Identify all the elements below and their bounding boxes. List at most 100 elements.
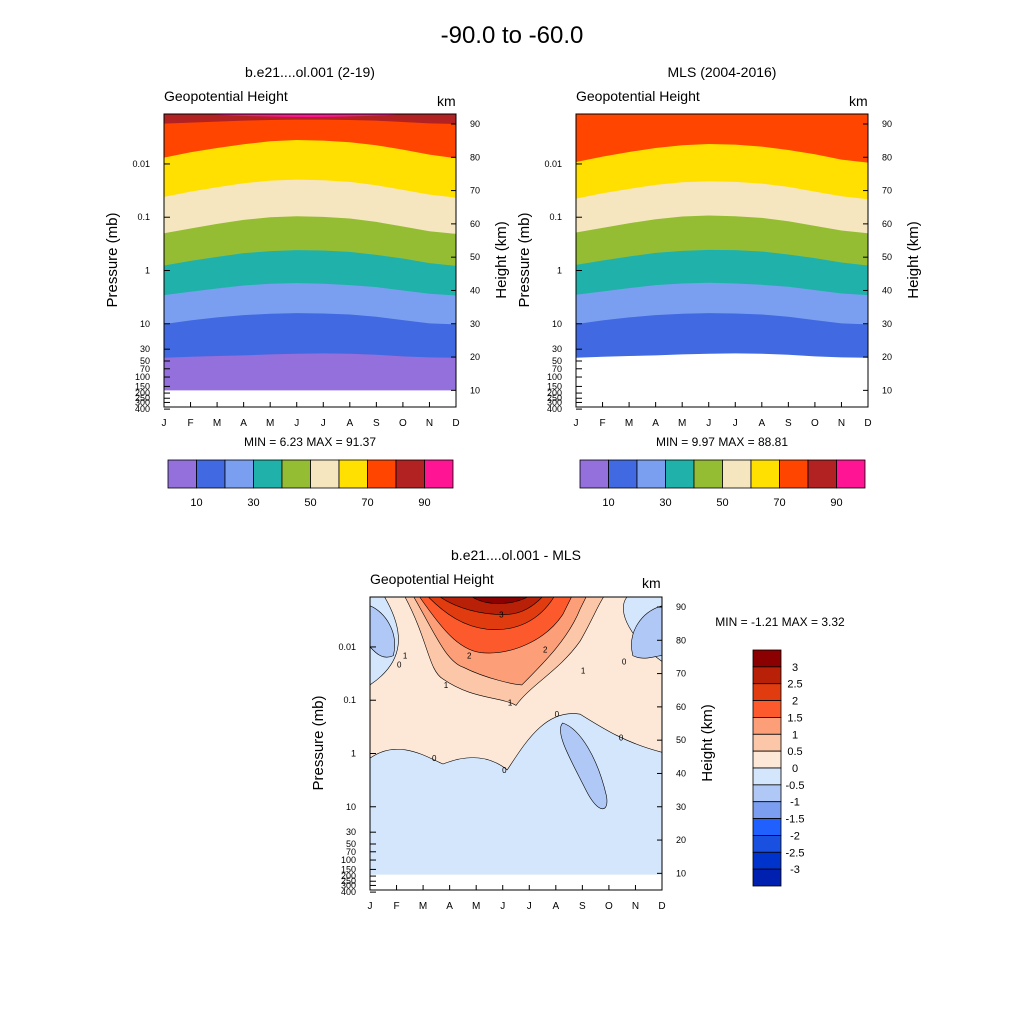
height-tick-label: 30 <box>470 319 480 329</box>
contour-label: 2 <box>467 652 472 661</box>
x-tick-label: M <box>678 418 686 429</box>
panel-subtitle: Geopotential Height <box>370 571 494 587</box>
pressure-tick-label: 30 <box>346 827 356 837</box>
unit-label: km <box>642 575 661 591</box>
x-tick-label: F <box>599 418 605 429</box>
contour-label: 1 <box>403 652 408 661</box>
pressure-tick-label: 70 <box>140 364 150 374</box>
pressure-tick-label: 100 <box>341 855 356 865</box>
right-axis-label: Height (km) <box>699 704 716 782</box>
pressure-tick-label: 150 <box>341 864 356 874</box>
colorbar-label: -1.5 <box>786 814 805 826</box>
left-axis-label: Pressure (mb) <box>104 212 121 307</box>
pressure-tick-label: 0.01 <box>338 642 356 652</box>
pressure-tick-label: 10 <box>346 802 356 812</box>
plot-area: J F M A M J J A S O N D0.010.1110305070100150200250… <box>132 113 480 429</box>
x-tick-label: N <box>426 418 433 429</box>
colorbar-label: 10 <box>190 497 202 509</box>
contour-label: 0 <box>432 754 437 763</box>
pressure-tick-label: 0.01 <box>132 159 150 169</box>
colorbar-box <box>395 459 425 489</box>
colorbar-box <box>752 767 782 786</box>
right-axis-label: Height (km) <box>493 221 510 299</box>
contour-label: 0 <box>619 734 624 743</box>
x-tick-label: A <box>552 901 559 912</box>
unit-label: km <box>849 93 868 109</box>
colorbar-box <box>665 459 695 489</box>
height-tick-label: 70 <box>882 186 892 196</box>
x-tick-label: D <box>864 418 871 429</box>
x-tick-label: J <box>321 418 326 429</box>
colorbar-box <box>752 784 782 803</box>
pressure-tick-label: 70 <box>346 847 356 857</box>
x-tick-label: M <box>625 418 633 429</box>
colorbar-box <box>224 459 254 489</box>
height-tick-label: 50 <box>676 735 686 745</box>
contour-band <box>164 114 456 124</box>
colorbar-box <box>752 717 782 735</box>
height-tick-label: 40 <box>470 285 480 295</box>
pressure-tick-label: 300 <box>135 397 150 407</box>
x-tick-label: J <box>574 418 579 429</box>
panel-difference: b.e21....ol.001 - MLS Geopotential Heigh… <box>310 547 845 912</box>
colorbar-box <box>281 459 311 489</box>
pressure-tick-label: 100 <box>547 372 562 382</box>
minmax-text: MIN = 6.23 MAX = 91.37 <box>244 435 376 449</box>
pressure-tick-label: 250 <box>341 876 356 886</box>
plot-frame <box>575 113 869 408</box>
pressure-tick-label: 70 <box>552 364 562 374</box>
contour-band <box>631 605 662 659</box>
height-tick-label: 80 <box>676 635 686 645</box>
colorbar-label: -1 <box>790 797 800 809</box>
colorbar-label: 30 <box>247 497 259 509</box>
pressure-tick-label: 150 <box>547 381 562 391</box>
colorbar-box <box>338 459 368 489</box>
height-tick-label: 80 <box>882 152 892 162</box>
colorbar-label: -2 <box>790 830 800 842</box>
contour-band <box>370 605 395 658</box>
colorbar-label: 0 <box>792 763 798 775</box>
x-tick-label: J <box>733 418 738 429</box>
colorbar-box <box>752 683 782 701</box>
contour-band <box>576 114 868 163</box>
minmax-text: MIN = -1.21 MAX = 3.32 <box>715 615 845 629</box>
height-tick-label: 90 <box>676 602 686 612</box>
colorbar-box <box>722 459 752 489</box>
minmax-text: MIN = 9.97 MAX = 88.81 <box>656 435 788 449</box>
x-tick-label: A <box>652 418 659 429</box>
x-tick-label: J <box>527 901 532 912</box>
pressure-tick-label: 200 <box>135 388 150 398</box>
colorbar: 10 30 50 70 90 <box>579 459 866 509</box>
x-tick-label: O <box>399 418 407 429</box>
pressure-tick-label: 0.01 <box>544 159 562 169</box>
colorbar-box <box>752 733 782 752</box>
colorbar-box <box>253 459 283 489</box>
colorbar-box <box>367 459 397 489</box>
colorbar: 3 2.5 2 1.5 1 0.5 0 -0.5 -1 -1.5 -2 -2.5 -3 <box>752 649 805 887</box>
colorbar-box <box>752 818 782 836</box>
height-tick-label: 20 <box>470 352 480 362</box>
pressure-tick-label: 150 <box>135 381 150 391</box>
pressure-tick-label: 1 <box>351 748 356 758</box>
x-tick-label: D <box>452 418 459 429</box>
height-tick-label: 90 <box>470 119 480 129</box>
height-tick-label: 10 <box>676 868 686 878</box>
panel-title: b.e21....ol.001 - MLS <box>451 547 581 563</box>
x-tick-label: M <box>472 901 480 912</box>
height-tick-label: 60 <box>676 702 686 712</box>
height-tick-label: 50 <box>470 252 480 262</box>
pressure-tick-label: 200 <box>547 388 562 398</box>
contour-label: 1 <box>508 698 513 707</box>
colorbar-label: 90 <box>418 497 430 509</box>
panel-subtitle: Geopotential Height <box>576 88 700 104</box>
plot-frame <box>163 113 457 408</box>
colorbar-label: 2 <box>792 696 798 708</box>
pressure-tick-label: 50 <box>552 356 562 366</box>
height-tick-label: 30 <box>676 802 686 812</box>
contour-label: 2 <box>543 646 548 655</box>
pressure-tick-label: 300 <box>547 397 562 407</box>
contour-label: 1 <box>581 666 586 675</box>
pressure-tick-label: 0.1 <box>137 212 150 222</box>
height-tick-label: 40 <box>882 285 892 295</box>
